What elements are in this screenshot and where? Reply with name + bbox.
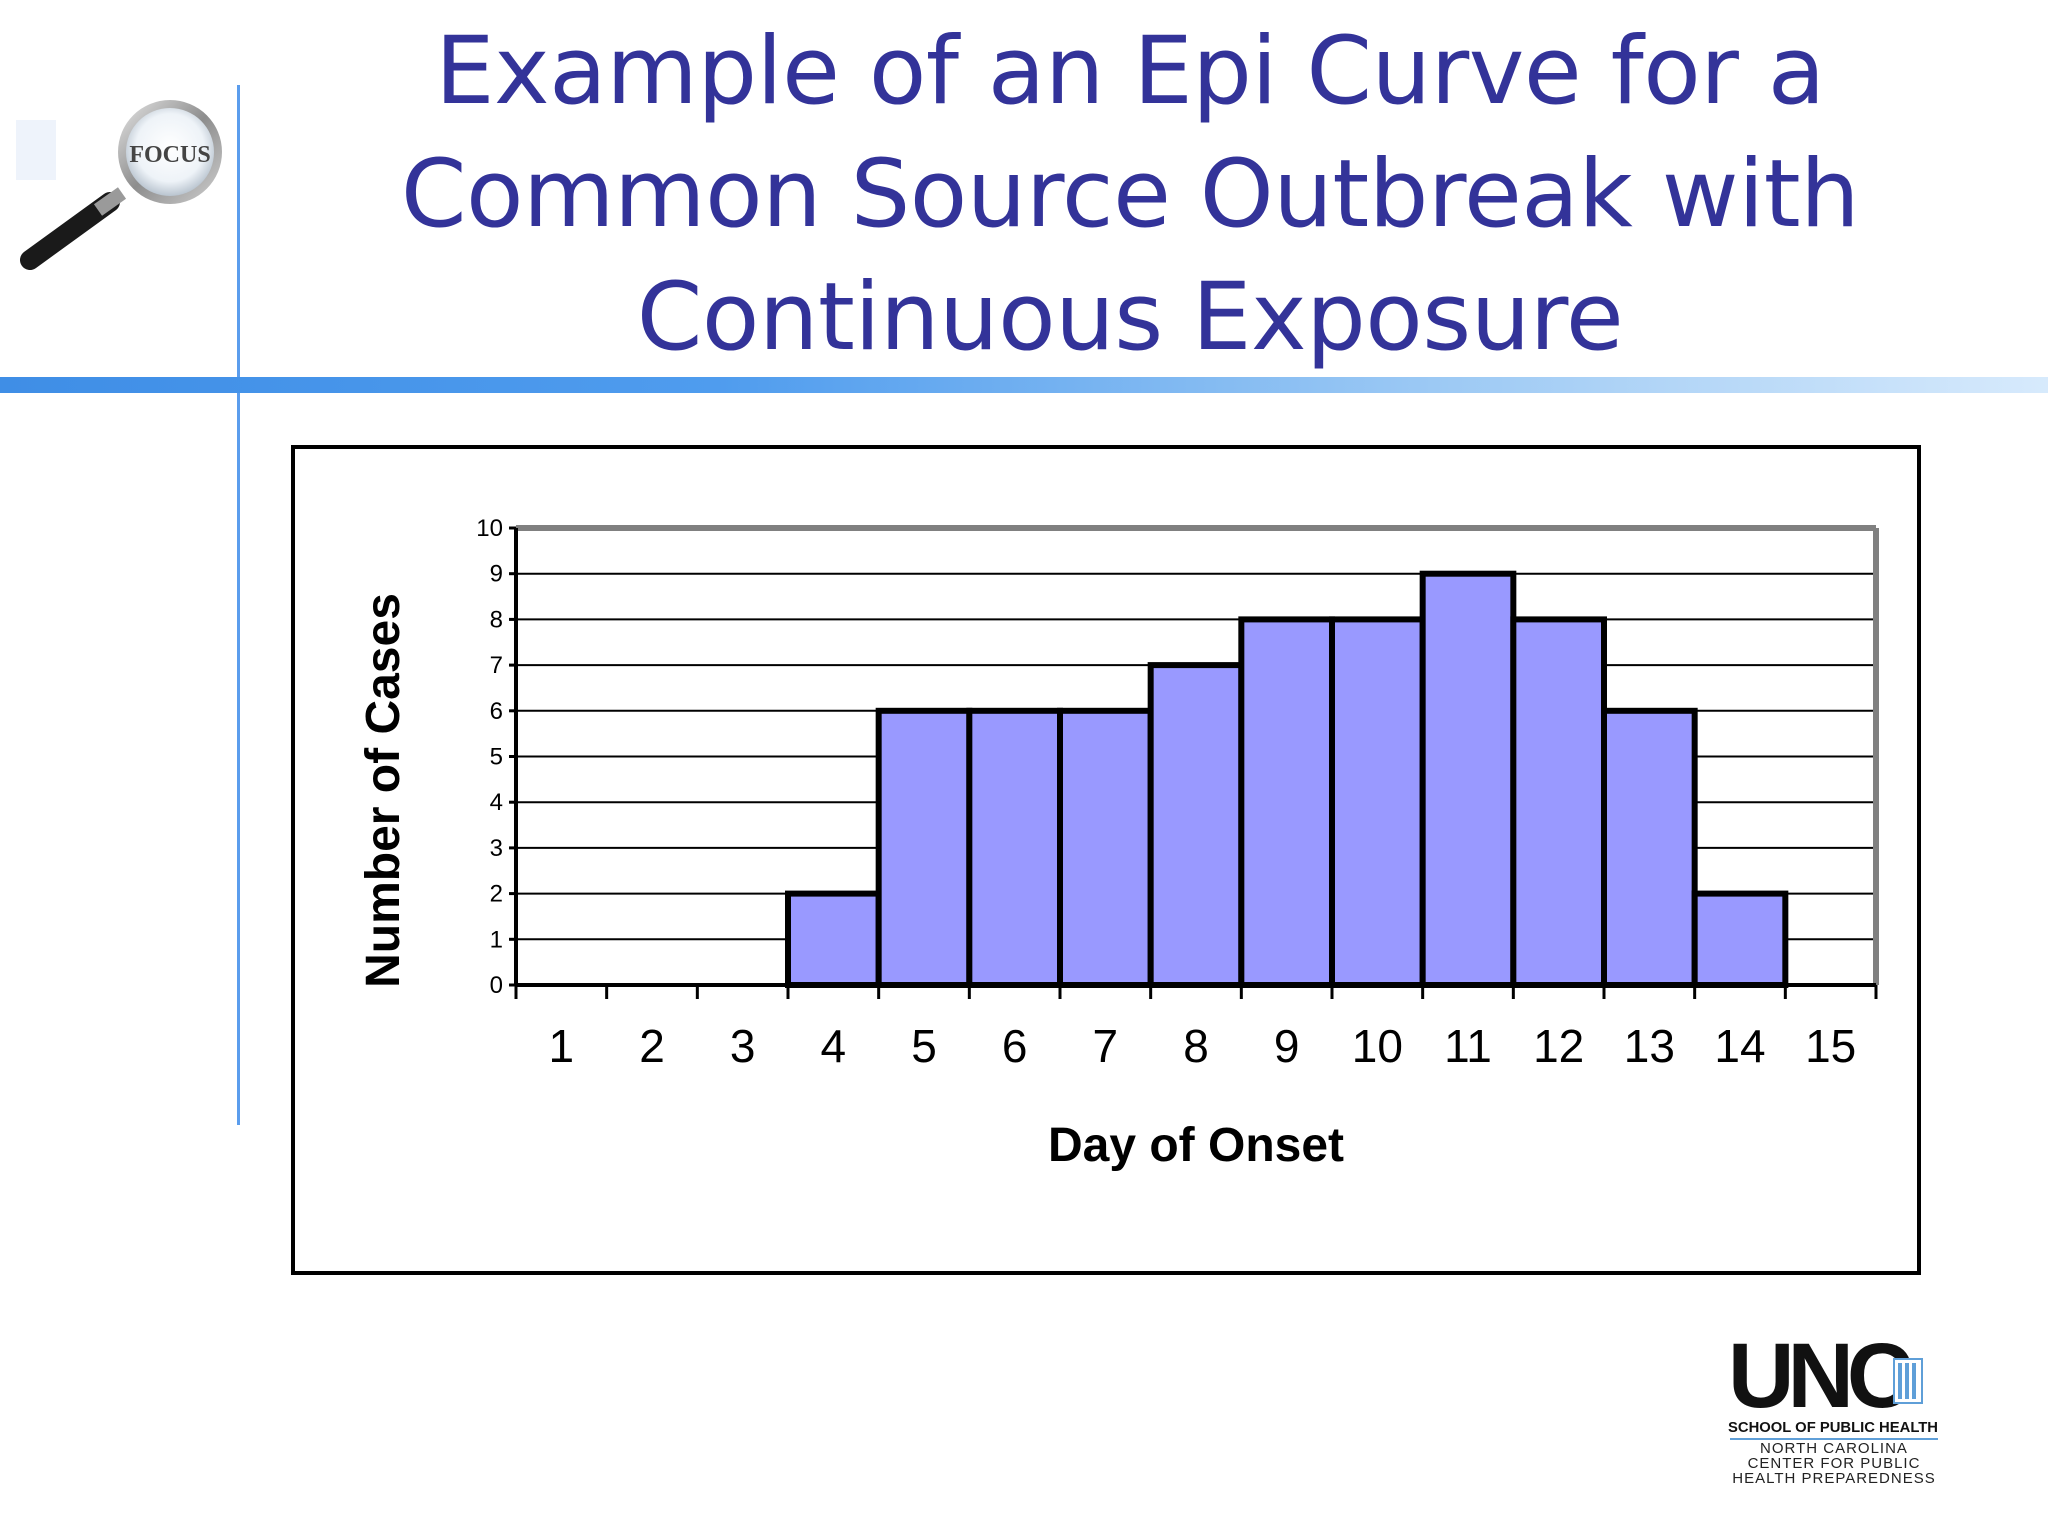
slide-title: Example of an Epi Curve for a Common Sou…	[330, 10, 1930, 379]
chart-frame: 0 1 2 3 4 5 6 7 8 9 10 1 2 3 4 5 6 7 8 9 10 11 12 13 14 15 Day of …	[291, 445, 1921, 1275]
bar	[1419, 570, 1517, 988]
bar	[1238, 616, 1335, 988]
x-tick-label: 3	[730, 1020, 756, 1072]
y-tick-label: 7	[490, 652, 503, 679]
vertical-divider	[237, 85, 240, 1125]
y-tick-label: 9	[490, 561, 503, 588]
unc-center-line: CENTER FOR PUBLIC	[1748, 1455, 1921, 1472]
old-well-icon	[1893, 1358, 1923, 1404]
y-tick-label: 8	[490, 606, 503, 633]
y-tick-label: 5	[490, 744, 503, 771]
x-tick-label: 10	[1352, 1020, 1403, 1072]
focus-text: FOCUS	[129, 142, 210, 168]
unc-logo: UNC SCHOOL OF PUBLIC HEALTH NORTH CAROLI…	[1728, 1335, 1938, 1485]
x-tick-label: 1	[549, 1020, 575, 1072]
title-line: Continuous Exposure	[636, 263, 1624, 372]
x-tick-label: 14	[1714, 1020, 1765, 1072]
x-tick-label: 13	[1624, 1020, 1675, 1072]
x-tick-label: 9	[1274, 1020, 1300, 1072]
bar	[875, 707, 973, 988]
x-tick-label: 8	[1183, 1020, 1209, 1072]
focus-logo: FOCUS	[16, 100, 222, 270]
x-tick-label: 6	[1002, 1020, 1028, 1072]
focus-backdrop	[16, 120, 56, 180]
x-axis-title: Day of Onset	[1048, 1119, 1344, 1172]
y-tick-label: 1	[490, 926, 503, 953]
y-axis-title: Number of Cases	[357, 593, 410, 988]
unc-center-line: NORTH CAROLINA	[1760, 1440, 1908, 1457]
y-tick-label: 0	[490, 972, 503, 999]
x-tick-label: 12	[1533, 1020, 1584, 1072]
x-tick-label: 4	[821, 1020, 847, 1072]
bar	[1057, 707, 1154, 988]
y-tick-label: 10	[476, 515, 503, 542]
title-divider	[0, 377, 2048, 393]
x-tick-label: 2	[639, 1020, 665, 1072]
bar	[1147, 662, 1245, 988]
x-tick-label: 7	[1093, 1020, 1119, 1072]
y-tick-label: 6	[490, 698, 503, 725]
y-tick-label: 3	[490, 835, 503, 862]
x-tick-label: 5	[911, 1020, 937, 1072]
y-tick-label: 4	[490, 789, 503, 816]
bar	[966, 707, 1063, 988]
title-line: Example of an Epi Curve for a	[435, 17, 1825, 126]
x-tick-label: 15	[1805, 1020, 1856, 1072]
bar	[1329, 616, 1426, 988]
title-line: Common Source Outbreak with	[400, 140, 1860, 249]
bar	[1691, 890, 1789, 989]
unc-school-text: SCHOOL OF PUBLIC HEALTH	[1728, 1420, 1938, 1436]
unc-wordmark: UNC	[1728, 1335, 1911, 1427]
y-tick-label: 2	[490, 881, 503, 908]
bar	[1601, 707, 1698, 988]
magnifier-icon	[20, 100, 222, 270]
unc-center-line: HEALTH PREPAREDNESS	[1732, 1470, 1936, 1485]
x-tick-label: 11	[1444, 1020, 1492, 1072]
bar	[1510, 616, 1608, 988]
bar	[785, 890, 882, 989]
